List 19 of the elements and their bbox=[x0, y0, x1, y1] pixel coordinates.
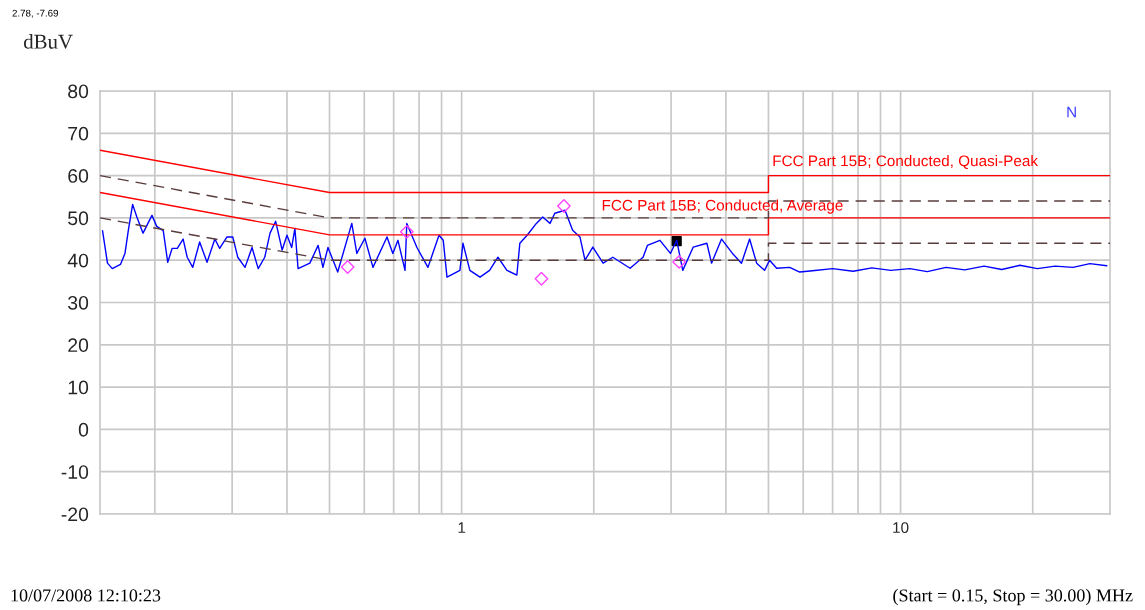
annotation: N bbox=[1067, 106, 1076, 118]
y-tick-label: 50 bbox=[68, 211, 89, 226]
y-tick-label: 70 bbox=[68, 126, 89, 141]
y-tick-label: 20 bbox=[68, 338, 89, 353]
series-label: FCC Part 15B; Conducted, Average bbox=[602, 199, 843, 214]
y-tick-label: -10 bbox=[61, 465, 89, 479]
series-label: FCC Part 15B; Conducted, Quasi-Peak bbox=[773, 155, 1039, 169]
y-tick-label: 80 bbox=[68, 84, 89, 99]
y-tick-label: 30 bbox=[68, 295, 89, 310]
text: 2.78, -7.69 bbox=[12, 9, 59, 18]
y-tick-label: 0 bbox=[78, 422, 89, 437]
y-tick-label: 40 bbox=[67, 253, 89, 268]
y-tick-label: 60 bbox=[68, 169, 89, 183]
y-tick-label: -20 bbox=[61, 507, 89, 522]
text: (Start = 0.15, Stop = 30.00) MHz bbox=[893, 588, 1133, 606]
y-axis-title: dBuV bbox=[23, 34, 73, 49]
y-tick-label: 10 bbox=[68, 380, 89, 395]
x-tick-label: 1 bbox=[458, 522, 466, 533]
text: 10/07/2008 12:10:23 bbox=[11, 589, 161, 602]
